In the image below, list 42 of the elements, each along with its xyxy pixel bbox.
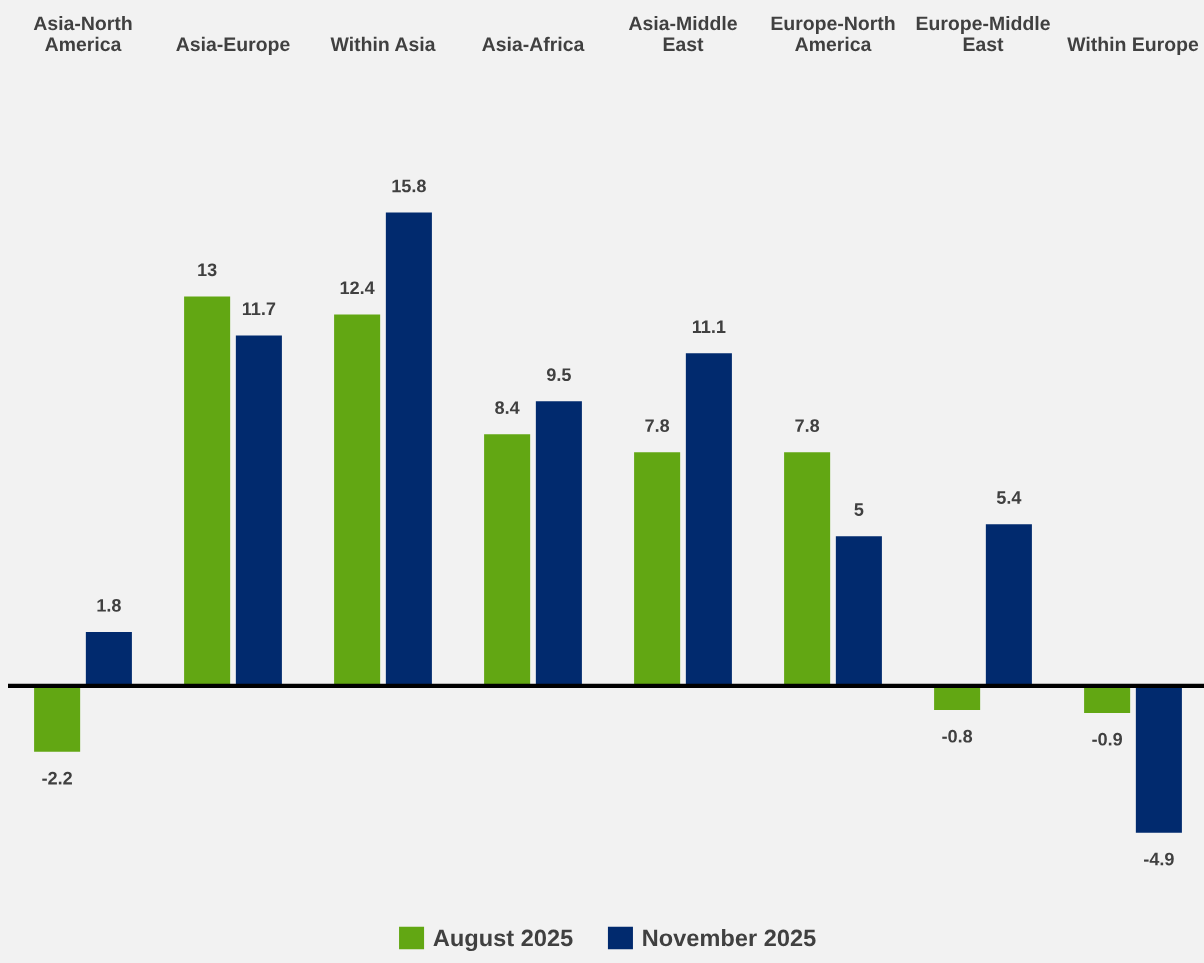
bar (934, 685, 981, 710)
bar (385, 212, 432, 686)
x-tick-label: Europe-North America (771, 15, 895, 52)
x-tick-label: Asia-Africa (482, 36, 585, 52)
data-label: 9.5 (546, 368, 571, 382)
data-label: -0.9 (1092, 732, 1123, 746)
x-tick-label: Asia-Middle East (628, 15, 737, 52)
data-label: 7.8 (645, 419, 670, 432)
bar (535, 401, 582, 686)
data-label: 5.4 (996, 491, 1022, 504)
data-label: -2.2 (42, 771, 72, 785)
data-label: 15.8 (392, 179, 426, 193)
bar (1084, 685, 1131, 713)
data-label: 5 (854, 503, 864, 516)
bar (634, 452, 681, 686)
bar (685, 353, 732, 686)
bar (484, 434, 531, 686)
x-tick-label: Within Europe (1067, 36, 1199, 55)
x-tick-label: Europe-Middle East (916, 15, 1050, 52)
x-tick-label: Within Asia (330, 36, 436, 52)
x-tick-label: Asia-Europe (176, 36, 290, 55)
data-label: -0.8 (942, 729, 973, 743)
bar (184, 296, 231, 686)
legend-label: August 2025 (433, 929, 573, 952)
bar (334, 314, 381, 686)
data-label: 8.4 (495, 401, 520, 415)
data-label: 7.8 (795, 419, 820, 432)
bar (85, 632, 132, 686)
legend-label: November 2025 (643, 928, 816, 947)
bar (985, 524, 1032, 686)
bar (34, 685, 81, 752)
data-label: 12.4 (340, 281, 375, 294)
data-label: 11.7 (242, 302, 276, 315)
bar (1135, 685, 1182, 833)
bar (784, 452, 831, 686)
data-label: 1.8 (97, 598, 121, 612)
data-label: -4.9 (1144, 852, 1174, 866)
x-tick-label: Asia-North America (33, 15, 132, 52)
data-label: 11.1 (692, 320, 726, 333)
bar (835, 536, 882, 686)
data-label: 13 (198, 263, 217, 277)
bar (235, 335, 282, 686)
